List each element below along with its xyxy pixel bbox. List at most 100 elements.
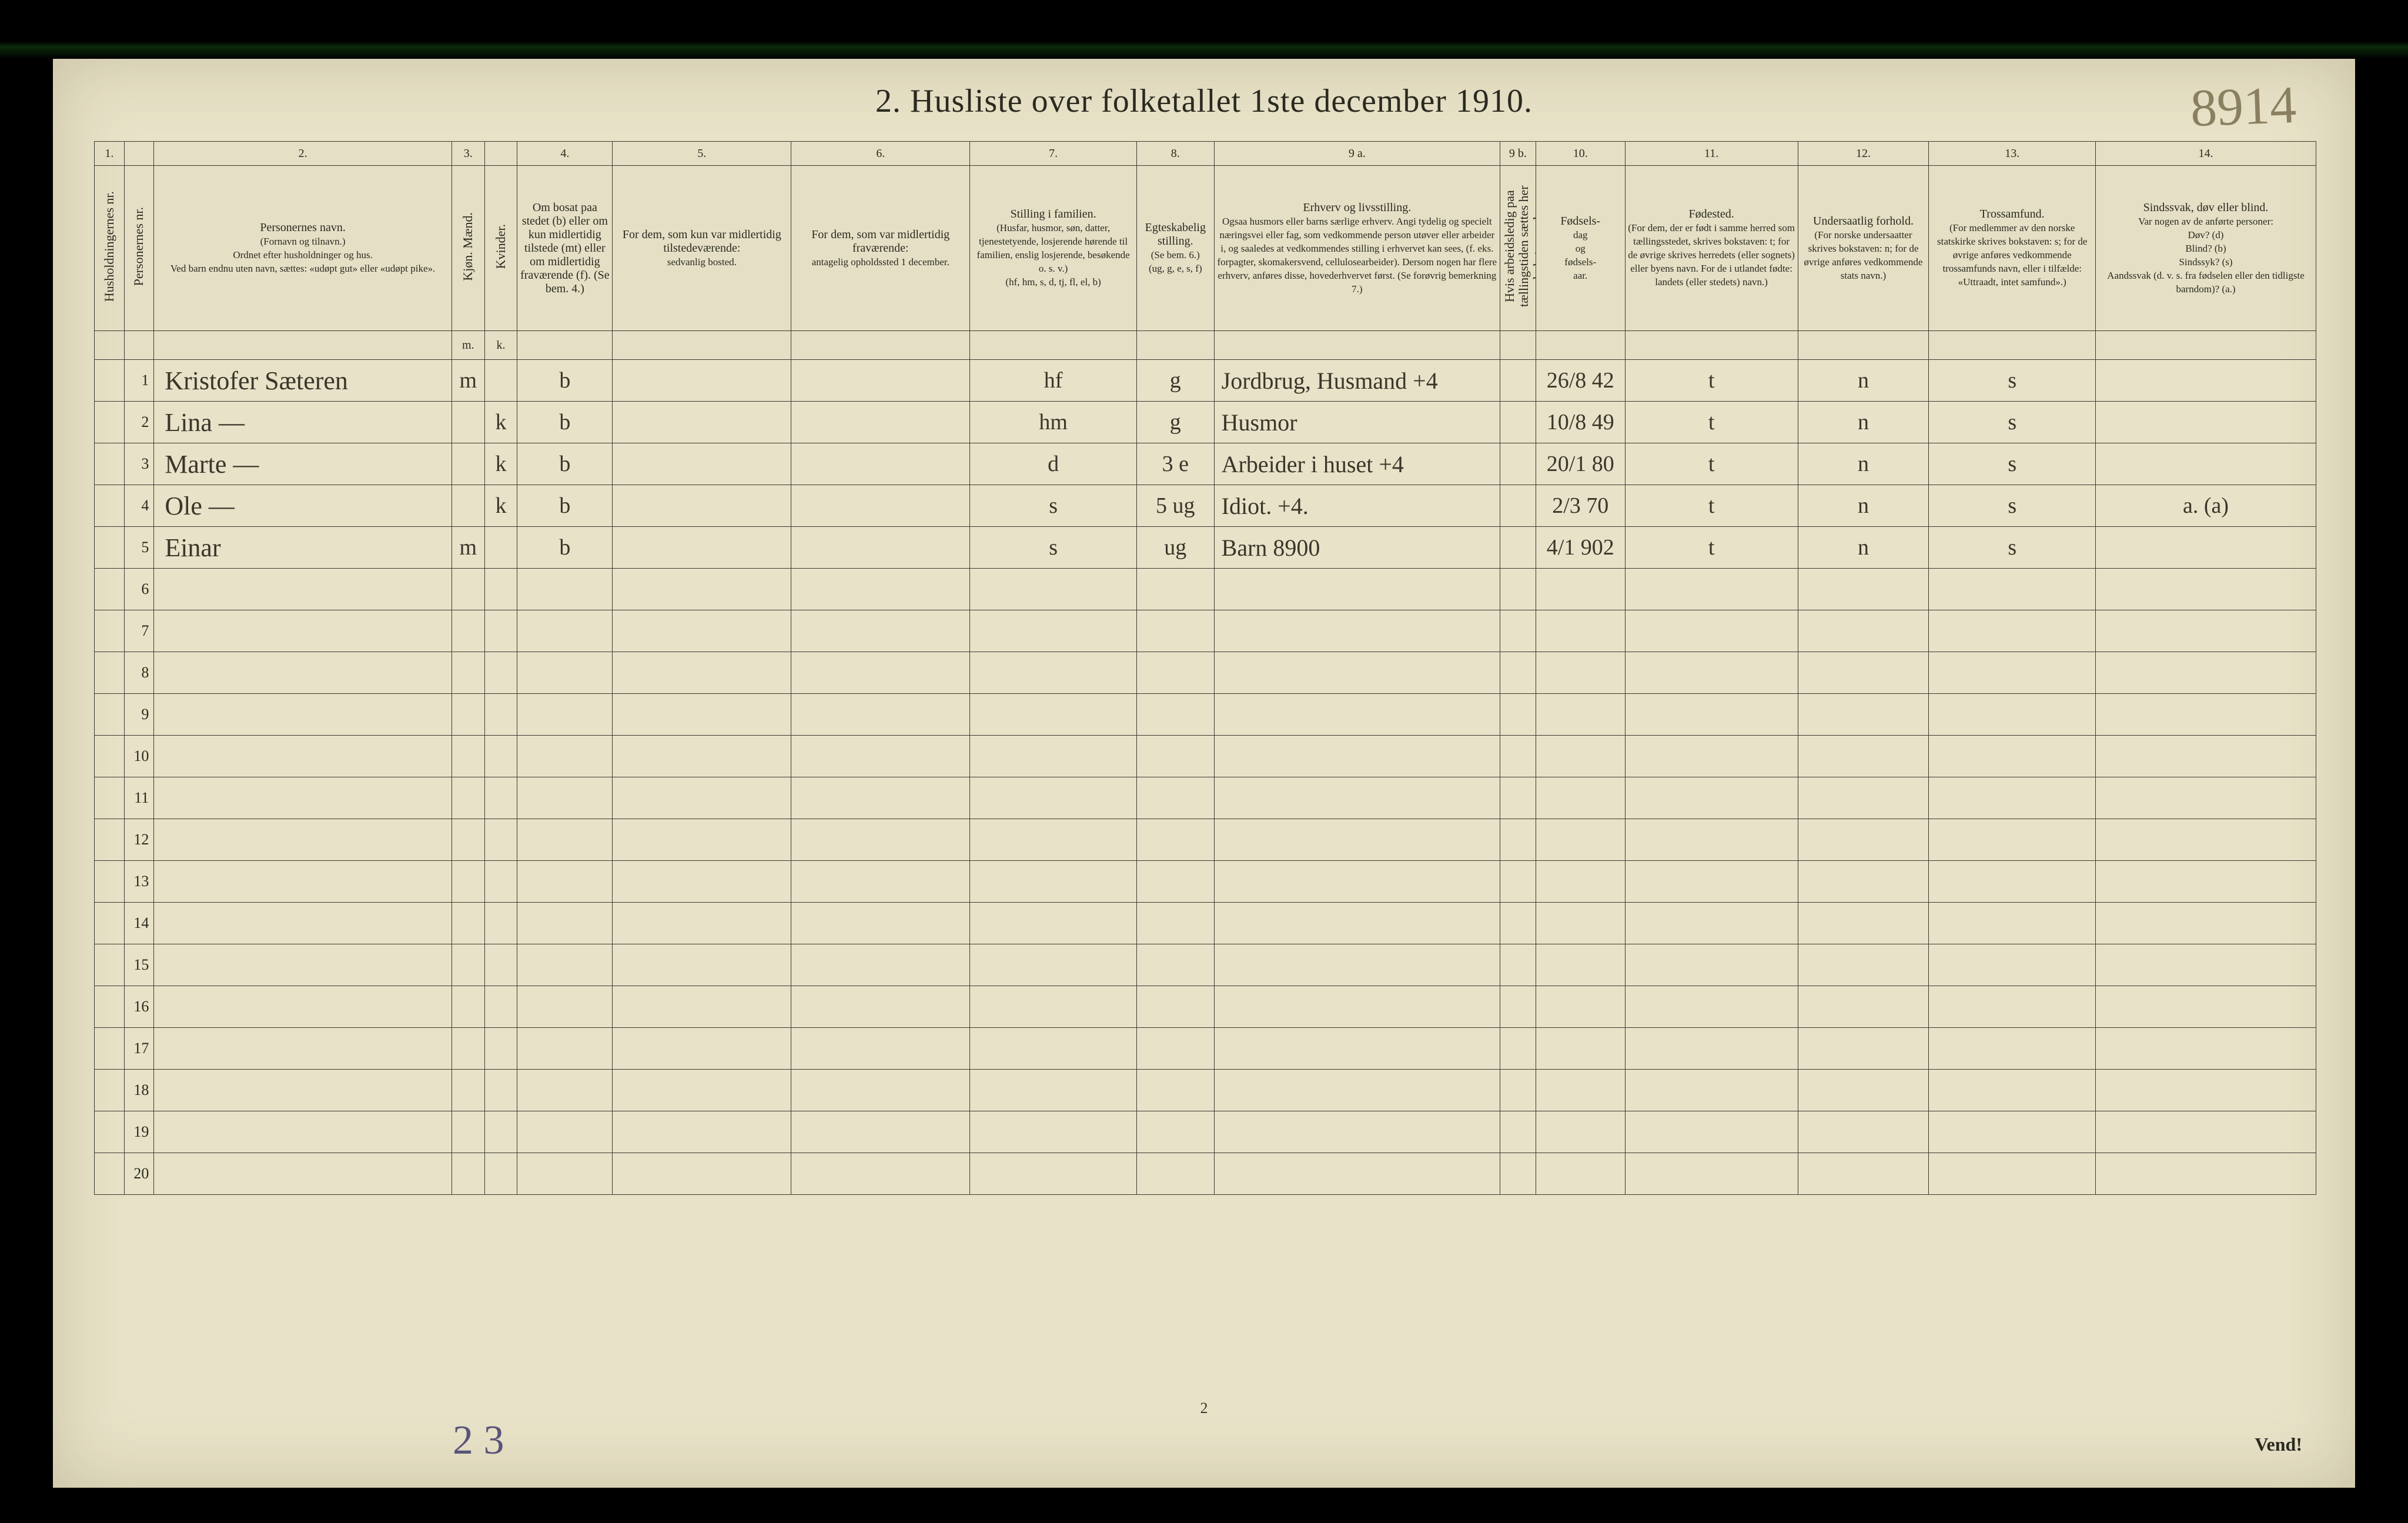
table-cell xyxy=(1214,1070,1500,1111)
table-cell: s xyxy=(1929,485,2096,527)
table-cell xyxy=(2096,569,2316,610)
document-title: 2. Husliste over folketallet 1ste decemb… xyxy=(53,82,2355,120)
table-cell xyxy=(154,736,452,777)
table-cell: t xyxy=(1625,527,1798,569)
table-body: 1Kristofer SæterenmbhfgJordbrug, Husmand… xyxy=(95,360,2316,1195)
table-cell xyxy=(2096,694,2316,736)
table-cell xyxy=(2096,1111,2316,1153)
table-cell xyxy=(1500,443,1536,485)
table-cell xyxy=(1536,1111,1625,1153)
table-cell: 17 xyxy=(124,1028,154,1070)
table-cell xyxy=(1500,777,1536,819)
table-cell: 16 xyxy=(124,986,154,1028)
table-cell xyxy=(2096,903,2316,944)
table-cell xyxy=(1929,819,2096,861)
column-number: 11. xyxy=(1625,142,1798,166)
column-subheader xyxy=(1536,331,1625,360)
table-cell xyxy=(1500,652,1536,694)
table-cell: t xyxy=(1625,485,1798,527)
table-cell xyxy=(1798,694,1929,736)
table-cell xyxy=(1929,1070,2096,1111)
table-cell xyxy=(1798,861,1929,903)
table-row: 18 xyxy=(95,1070,2316,1111)
table-cell xyxy=(970,652,1137,694)
column-subheader: k. xyxy=(484,331,517,360)
table-cell xyxy=(1500,986,1536,1028)
table-cell xyxy=(517,569,613,610)
table-cell xyxy=(452,777,484,819)
column-header: Fødested.(For dem, der er født i samme h… xyxy=(1625,166,1798,331)
table-cell xyxy=(2096,1153,2316,1195)
table-cell xyxy=(484,903,517,944)
table-cell xyxy=(791,527,970,569)
table-cell xyxy=(613,944,791,986)
table-cell xyxy=(452,1070,484,1111)
table-cell xyxy=(484,944,517,986)
column-subheader xyxy=(970,331,1137,360)
table-cell xyxy=(1500,569,1536,610)
table-cell: s xyxy=(1929,360,2096,402)
table-cell xyxy=(95,1028,125,1070)
table-cell xyxy=(484,694,517,736)
table-cell xyxy=(1625,610,1798,652)
table-cell: 3 e xyxy=(1136,443,1214,485)
table-cell: a. (a) xyxy=(2096,485,2316,527)
table-cell: 15 xyxy=(124,944,154,986)
table-cell xyxy=(1536,736,1625,777)
table-cell: Lina — xyxy=(154,402,452,443)
column-subheader xyxy=(154,331,452,360)
table-cell xyxy=(2096,402,2316,443)
table-cell: Barn 8900 xyxy=(1214,527,1500,569)
table-cell: t xyxy=(1625,360,1798,402)
table-cell: b xyxy=(517,485,613,527)
table-cell: 2/3 70 xyxy=(1536,485,1625,527)
page-root: 2. Husliste over folketallet 1ste decemb… xyxy=(0,0,2408,1523)
table-cell xyxy=(1625,1111,1798,1153)
table-cell xyxy=(452,569,484,610)
column-number xyxy=(484,142,517,166)
table-cell xyxy=(1625,819,1798,861)
table-cell xyxy=(1798,1028,1929,1070)
table-cell: 13 xyxy=(124,861,154,903)
column-number: 8. xyxy=(1136,142,1214,166)
table-cell: s xyxy=(1929,443,2096,485)
table-cell xyxy=(613,652,791,694)
table-cell xyxy=(1500,694,1536,736)
table-cell xyxy=(1136,1111,1214,1153)
table-cell xyxy=(970,861,1137,903)
table-cell xyxy=(1929,569,2096,610)
table-cell xyxy=(1214,569,1500,610)
table-cell xyxy=(452,736,484,777)
table-cell: Kristofer Sæteren xyxy=(154,360,452,402)
table-cell: hf xyxy=(970,360,1137,402)
table-cell xyxy=(452,402,484,443)
table-cell xyxy=(1536,1153,1625,1195)
column-header: Kjøn. Mænd. xyxy=(452,166,484,331)
column-header: Trossamfund.(For medlemmer av den norske… xyxy=(1929,166,2096,331)
table-cell xyxy=(484,1070,517,1111)
table-cell: n xyxy=(1798,443,1929,485)
table-cell xyxy=(1798,1153,1929,1195)
table-cell: d xyxy=(970,443,1137,485)
column-number: 1. xyxy=(95,142,125,166)
table-cell xyxy=(1536,819,1625,861)
column-subheader: m. xyxy=(452,331,484,360)
table-cell xyxy=(613,1111,791,1153)
table-cell: hm xyxy=(970,402,1137,443)
table-cell xyxy=(517,777,613,819)
document-paper: 2. Husliste over folketallet 1ste decemb… xyxy=(53,59,2355,1488)
table-cell xyxy=(1500,819,1536,861)
table-cell xyxy=(1536,861,1625,903)
table-cell xyxy=(484,986,517,1028)
table-cell xyxy=(452,1111,484,1153)
table-cell xyxy=(154,569,452,610)
table-cell xyxy=(452,903,484,944)
table-cell xyxy=(970,736,1137,777)
table-cell: Ole — xyxy=(154,485,452,527)
table-cell xyxy=(1625,694,1798,736)
table-cell xyxy=(1929,610,2096,652)
table-cell xyxy=(791,443,970,485)
table-cell xyxy=(452,694,484,736)
table-cell xyxy=(95,903,125,944)
table-cell xyxy=(2096,527,2316,569)
